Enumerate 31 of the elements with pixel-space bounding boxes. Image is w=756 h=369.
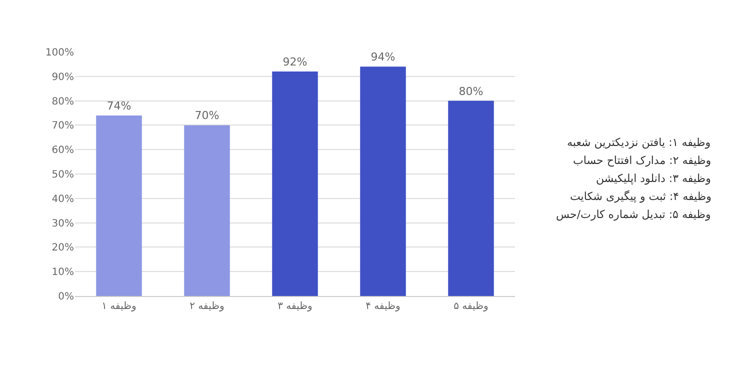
data-label: 94%: [370, 50, 396, 64]
y-tick-label: 50%: [52, 170, 74, 180]
x-tick-label: وظیفه ۴: [366, 301, 401, 312]
y-tick-label: 90%: [52, 72, 74, 83]
y-tick-label: 30%: [52, 218, 74, 230]
text: وظیفه ۲: مدارک افتتاح حساب: [573, 154, 712, 167]
y-tick-label: 80%: [52, 96, 74, 108]
bar: [448, 100, 494, 296]
y-tick-label: 100%: [45, 48, 74, 58]
x-tick-label: وظیفه ۳: [278, 301, 313, 312]
bar: [96, 115, 142, 296]
data-label: 80%: [458, 84, 484, 98]
text: وظیفه ۱: یافتن نزدیکترین شعبه: [567, 136, 711, 149]
x-tick-label: وظیفه ۵: [454, 301, 489, 312]
y-tick-label: 20%: [52, 242, 74, 254]
x-tick-label: وظیفه ۱: [102, 301, 137, 312]
y-tick-label: 0%: [58, 292, 74, 302]
data-label: 92%: [282, 56, 308, 69]
data-label: 70%: [194, 109, 220, 122]
y-tick-label: 70%: [52, 120, 74, 132]
text: وظیفه ۵: تبدیل شماره کارت/حس: [556, 208, 711, 221]
text: وظیفه ۳: دانلود اپلیکیشن: [596, 172, 711, 185]
data-label: 74%: [106, 99, 132, 112]
bar: [360, 66, 406, 296]
y-tick-label: 40%: [52, 194, 74, 205]
y-tick-label: 10%: [52, 267, 74, 278]
bar: [184, 125, 230, 296]
text: وظیفه ۴: ثبت و پیگیری شکایت: [570, 190, 712, 203]
y-tick-label: 60%: [52, 145, 74, 156]
x-tick-label: وظیفه ۲: [190, 301, 225, 312]
bar: [272, 72, 318, 296]
